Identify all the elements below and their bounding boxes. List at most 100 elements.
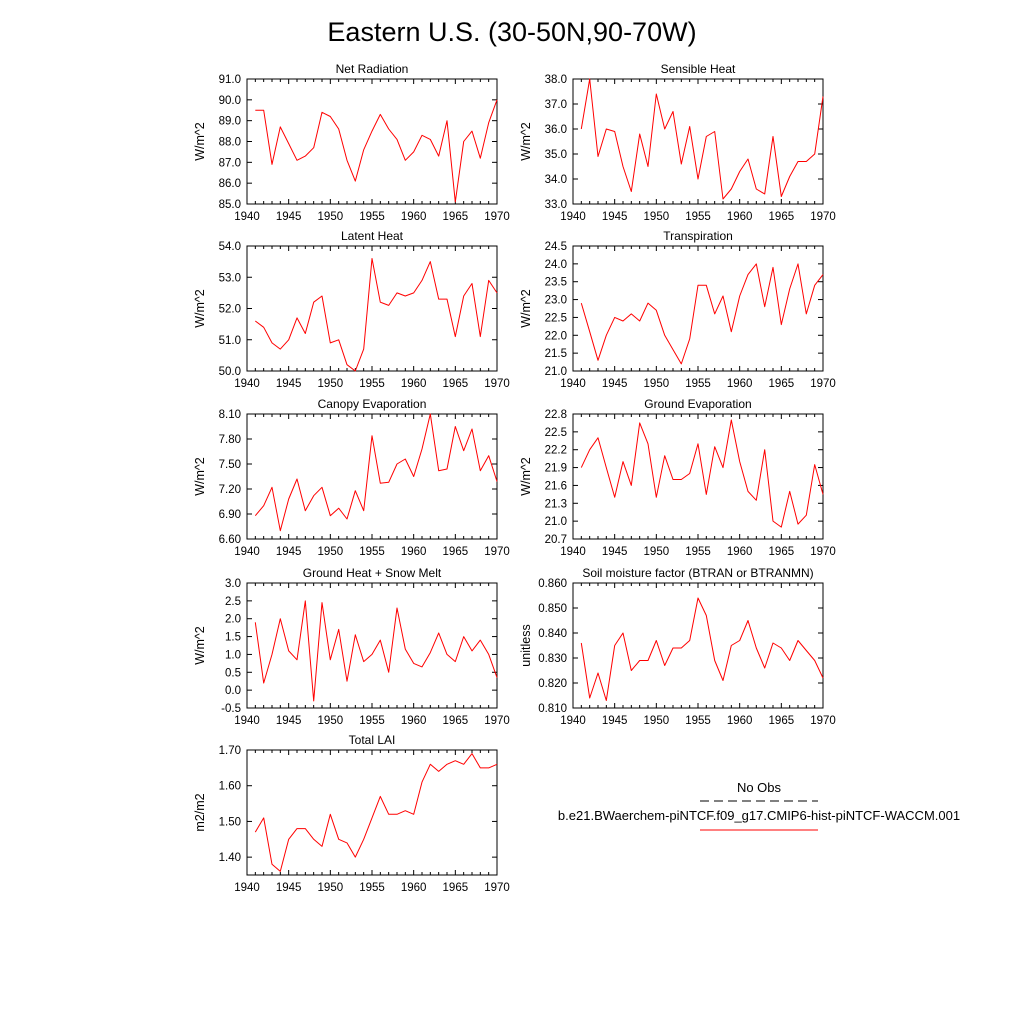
x-tick-label: 1970 [484,378,510,390]
y-axis-label: W/m^2 [519,122,533,161]
x-tick-label: 1945 [276,882,302,894]
panel-title: Latent Heat [341,229,404,243]
panel-canopy-evaporation: Canopy Evaporation W/m^2 1940 1945 1950 1955 1… [193,397,510,558]
x-tick-label: 1960 [727,546,753,558]
plot-frame [246,78,498,205]
plot-frame [246,413,498,540]
x-tick-label: 1945 [276,211,302,223]
y-tick-label: 0.850 [538,603,567,615]
x-tick-label: 1965 [769,378,795,390]
panel-ground-evaporation: Ground Evaporation W/m^2 1940 1945 1950 1955 1… [519,397,836,558]
x-tick-label: 1960 [727,211,753,223]
x-tick-label: 1950 [318,715,344,727]
series-line [254,600,498,702]
y-tick-label: 38.0 [545,74,567,86]
y-tick-label: 6.60 [219,534,241,546]
y-tick-label: 22.0 [545,330,567,342]
panel-title: Net Radiation [336,62,409,76]
x-tick-label: 1955 [359,211,385,223]
y-tick-label: 50.0 [219,366,241,378]
panel-title: Total LAI [349,733,396,747]
panel-latent-heat: Latent Heat W/m^2 1940 1945 1950 1955 1960 1965… [193,229,510,390]
y-tick-label: 37.0 [545,99,567,111]
y-tick-label: -0.5 [221,703,241,715]
y-tick-label: 90.0 [219,95,241,107]
y-tick-label: 1.40 [219,852,241,864]
y-axis-label: W/m^2 [193,289,207,328]
x-tick-label: 1970 [810,546,836,558]
panel-title: Transpiration [663,229,733,243]
y-axis-label: unitless [519,624,533,666]
y-tick-label: 0.820 [538,678,567,690]
y-tick-label: 21.6 [545,480,567,492]
y-tick-label: 0.860 [538,578,567,590]
y-tick-label: 21.5 [545,348,567,360]
y-tick-label: 88.0 [219,137,241,149]
x-tick-label: 1955 [685,546,711,558]
y-axis-label: W/m^2 [193,626,207,665]
x-tick-label: 1940 [234,715,260,727]
x-tick-label: 1955 [359,715,385,727]
y-axis-label: W/m^2 [193,122,207,161]
x-tick-label: 1945 [276,378,302,390]
y-tick-label: 24.0 [545,259,567,271]
panel-title: Ground Evaporation [644,397,751,411]
series-line [255,258,498,372]
y-tick-label: 8.10 [219,409,241,421]
plot-frame [572,413,824,540]
x-tick-label: 1940 [560,211,586,223]
x-tick-label: 1940 [234,882,260,894]
panel-title: Soil moisture factor (BTRAN or BTRANMN) [582,566,813,580]
x-tick-label: 1940 [234,211,260,223]
y-tick-label: 23.0 [545,295,567,307]
x-tick-label: 1965 [443,882,469,894]
x-tick-label: 1945 [602,378,628,390]
x-tick-label: 1965 [769,211,795,223]
x-tick-label: 1970 [484,546,510,558]
x-tick-label: 1940 [234,546,260,558]
y-tick-label: 21.9 [545,463,567,475]
x-tick-label: 1950 [318,546,344,558]
x-tick-label: 1950 [644,211,670,223]
y-tick-label: 0.5 [225,667,241,679]
x-tick-label: 1965 [443,211,469,223]
panel-net-radiation: Net Radiation W/m^2 1940 1945 1950 1955 1960 19… [193,62,510,223]
x-tick-label: 1970 [484,882,510,894]
y-tick-label: 54.0 [219,241,241,253]
y-tick-label: 1.70 [219,745,241,757]
panel-total-lai: Total LAI m2/m2 1940 1945 1950 1955 1960 1965 19… [193,733,510,894]
x-tick-label: 1945 [276,546,302,558]
x-tick-label: 1955 [685,715,711,727]
y-tick-label: 1.5 [225,632,241,644]
plot-frame [246,245,498,372]
panel-title: Ground Heat + Snow Melt [303,566,442,580]
y-tick-label: 24.5 [545,241,567,253]
x-tick-label: 1970 [810,211,836,223]
x-tick-label: 1940 [234,378,260,390]
series-line [580,78,824,200]
y-tick-label: 7.20 [219,484,241,496]
y-tick-label: 91.0 [219,74,241,86]
y-tick-label: 86.0 [219,178,241,190]
x-tick-label: 1960 [401,378,427,390]
y-tick-label: 34.0 [545,174,567,186]
x-tick-label: 1950 [318,378,344,390]
x-tick-label: 1945 [276,715,302,727]
y-tick-label: 33.0 [545,199,567,211]
x-tick-label: 1965 [443,715,469,727]
y-tick-label: 53.0 [219,272,241,284]
y-axis-label: W/m^2 [519,289,533,328]
y-tick-label: 21.0 [545,366,567,378]
y-tick-label: 22.8 [545,409,567,421]
x-tick-label: 1940 [560,546,586,558]
y-tick-label: 36.0 [545,124,567,136]
y-tick-label: 52.0 [219,304,241,316]
series-line [580,419,824,528]
y-tick-label: 3.0 [225,578,241,590]
panels: Net Radiation W/m^2 1940 1945 1950 1955 1960 19… [193,62,836,894]
x-tick-label: 1965 [769,546,795,558]
x-tick-label: 1965 [769,715,795,727]
x-tick-label: 1955 [359,546,385,558]
x-tick-label: 1945 [602,546,628,558]
y-axis-label: m2/m2 [193,793,207,831]
